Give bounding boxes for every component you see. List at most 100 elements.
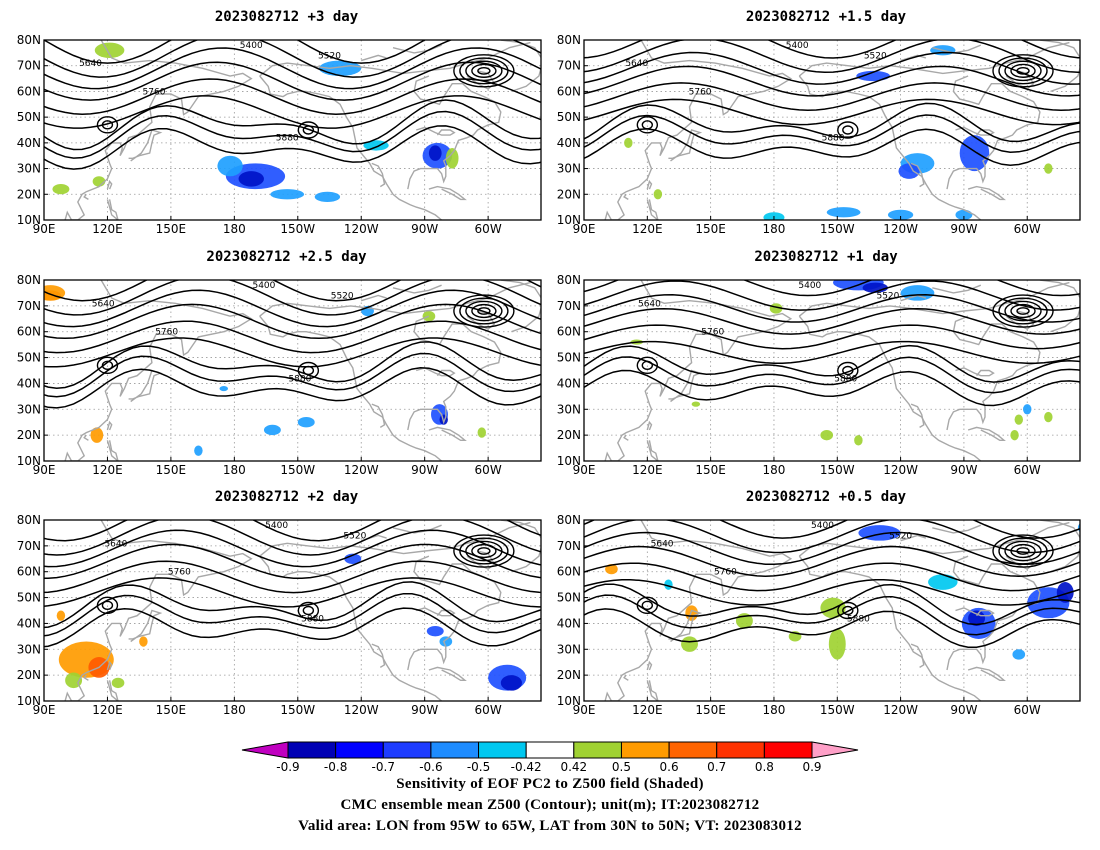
- coastline: [106, 199, 119, 220]
- coastline: [946, 315, 1041, 431]
- z500-contour: [44, 78, 541, 115]
- z500-contour: [44, 110, 541, 159]
- panel-frame: [43, 279, 542, 462]
- coastline: [604, 520, 793, 701]
- lat-tick-label: 50N: [17, 351, 41, 365]
- lon-tick-label: 60W: [475, 703, 502, 717]
- z500-closed-contour: [465, 540, 503, 562]
- z500-contour: [44, 577, 541, 608]
- coastline: [407, 75, 502, 190]
- panel-title: 2023082712 +1 day: [754, 249, 898, 265]
- sensitivity-shade: [887, 209, 914, 220]
- coastline: [500, 520, 541, 573]
- contour-label: 5520: [318, 51, 341, 61]
- coastline: [910, 403, 925, 428]
- panel-title: 2023082712 +1.5 day: [746, 9, 907, 25]
- lon-tick-label: 60W: [1014, 222, 1041, 236]
- sensitivity-shade: [263, 424, 281, 436]
- colorbar: -0.9 -0.8 -0.7 -0.6 -0.5 -0.42 0.42 0.5 0.6 0.7 0.…: [241, 741, 859, 774]
- z500-contour: [584, 40, 1080, 74]
- contour-label: 5520: [864, 51, 887, 61]
- lon-tick-label: 90E: [573, 222, 596, 236]
- colorbar-box: [335, 741, 384, 759]
- lon-tick-label: 120E: [92, 703, 123, 717]
- sensitivity-shade: [363, 140, 389, 151]
- colorbar-box: [478, 741, 527, 759]
- colorbar-box: [763, 741, 813, 759]
- coastline: [428, 185, 467, 201]
- z500-contour: [584, 280, 1080, 297]
- lon-tick-label: 120W: [344, 703, 379, 717]
- lat-tick-label: 10N: [17, 694, 41, 708]
- lat-tick-label: 80N: [17, 33, 41, 47]
- z500-closed-contour: [471, 543, 497, 559]
- z500-closed-contour: [453, 294, 515, 328]
- coastline: [646, 420, 653, 431]
- z500-contour: [44, 560, 541, 594]
- panel-title: 2023082712 +2.5 day: [206, 249, 367, 265]
- coastline: [64, 280, 253, 461]
- z500-closed-contour: [1010, 543, 1036, 559]
- sensitivity-shade: [439, 636, 453, 647]
- panel-plot-area: 5400 5520 5640 5760 5880: [44, 280, 541, 461]
- lon-tick-label: 90W: [950, 222, 977, 236]
- sensitivity-shade: [820, 429, 834, 441]
- panel-p25: 5400 5520 5640 5760 5880 90E 120E 150E 180 150W 12…: [17, 249, 542, 477]
- panel-frame: [583, 39, 1081, 221]
- coastline: [668, 129, 703, 162]
- contour-label: 5640: [625, 59, 648, 69]
- contour-label: 5520: [343, 532, 366, 542]
- colorbar-box: [620, 741, 670, 759]
- coastline: [392, 524, 442, 534]
- coastline: [932, 524, 982, 534]
- coastline: [1039, 280, 1080, 333]
- coastline: [955, 607, 995, 617]
- sensitivity-shade: [1056, 582, 1074, 603]
- lon-tick-label: 180: [223, 703, 246, 717]
- z500-closed-contour: [992, 54, 1054, 88]
- z500-contour: [584, 114, 1080, 153]
- lat-tick-label: 30N: [557, 642, 581, 656]
- z500-contour: [44, 320, 541, 354]
- sensitivity-shade: [477, 427, 487, 438]
- z500-closed-contour: [992, 294, 1054, 328]
- panel-plot-area: 5400 5520 5640 5760 5880: [44, 40, 541, 220]
- coastline: [371, 643, 386, 668]
- contour-label: 5400: [240, 41, 263, 51]
- z500-contour: [44, 543, 541, 580]
- coastline: [946, 75, 1041, 190]
- coastline: [946, 555, 1041, 671]
- lon-tick-label: 120W: [344, 463, 379, 477]
- sensitivity-shade: [828, 628, 846, 660]
- coastline: [646, 440, 659, 461]
- sensitivity-shade: [624, 137, 633, 149]
- lon-tick-label: 90W: [950, 463, 977, 477]
- sensitivity-shade: [1023, 404, 1032, 415]
- z500-closed-contour: [641, 600, 654, 611]
- coastline: [798, 315, 982, 461]
- lon-tick-label: 150E: [695, 222, 726, 236]
- caption-line-1: Sensitivity of EOF PC2 to Z500 field (Sh…: [396, 776, 704, 792]
- coastline: [64, 520, 253, 701]
- coastline: [83, 193, 89, 201]
- colorbar-label: -0.42: [511, 760, 542, 774]
- coastline: [967, 426, 1006, 441]
- lat-tick-label: 10N: [557, 213, 581, 227]
- lat-tick-label: 30N: [17, 162, 41, 176]
- lat-tick-label: 40N: [17, 136, 41, 150]
- z500-closed-contour: [1004, 540, 1042, 562]
- z500-closed-contour: [471, 63, 497, 78]
- lon-tick-label: 180: [763, 703, 786, 717]
- coastline: [106, 420, 113, 431]
- coastline: [371, 403, 386, 428]
- coastline: [259, 75, 443, 220]
- lat-tick-label: 60N: [17, 325, 41, 339]
- z500-contour: [44, 289, 541, 328]
- contour-label: 5760: [143, 87, 166, 97]
- z500-closed-contour: [101, 600, 114, 611]
- lon-tick-label: 120E: [632, 703, 663, 717]
- lat-tick-label: 80N: [557, 33, 581, 47]
- lat-tick-label: 50N: [17, 110, 41, 124]
- coastline: [967, 666, 1006, 681]
- z500-contour: [584, 520, 1080, 554]
